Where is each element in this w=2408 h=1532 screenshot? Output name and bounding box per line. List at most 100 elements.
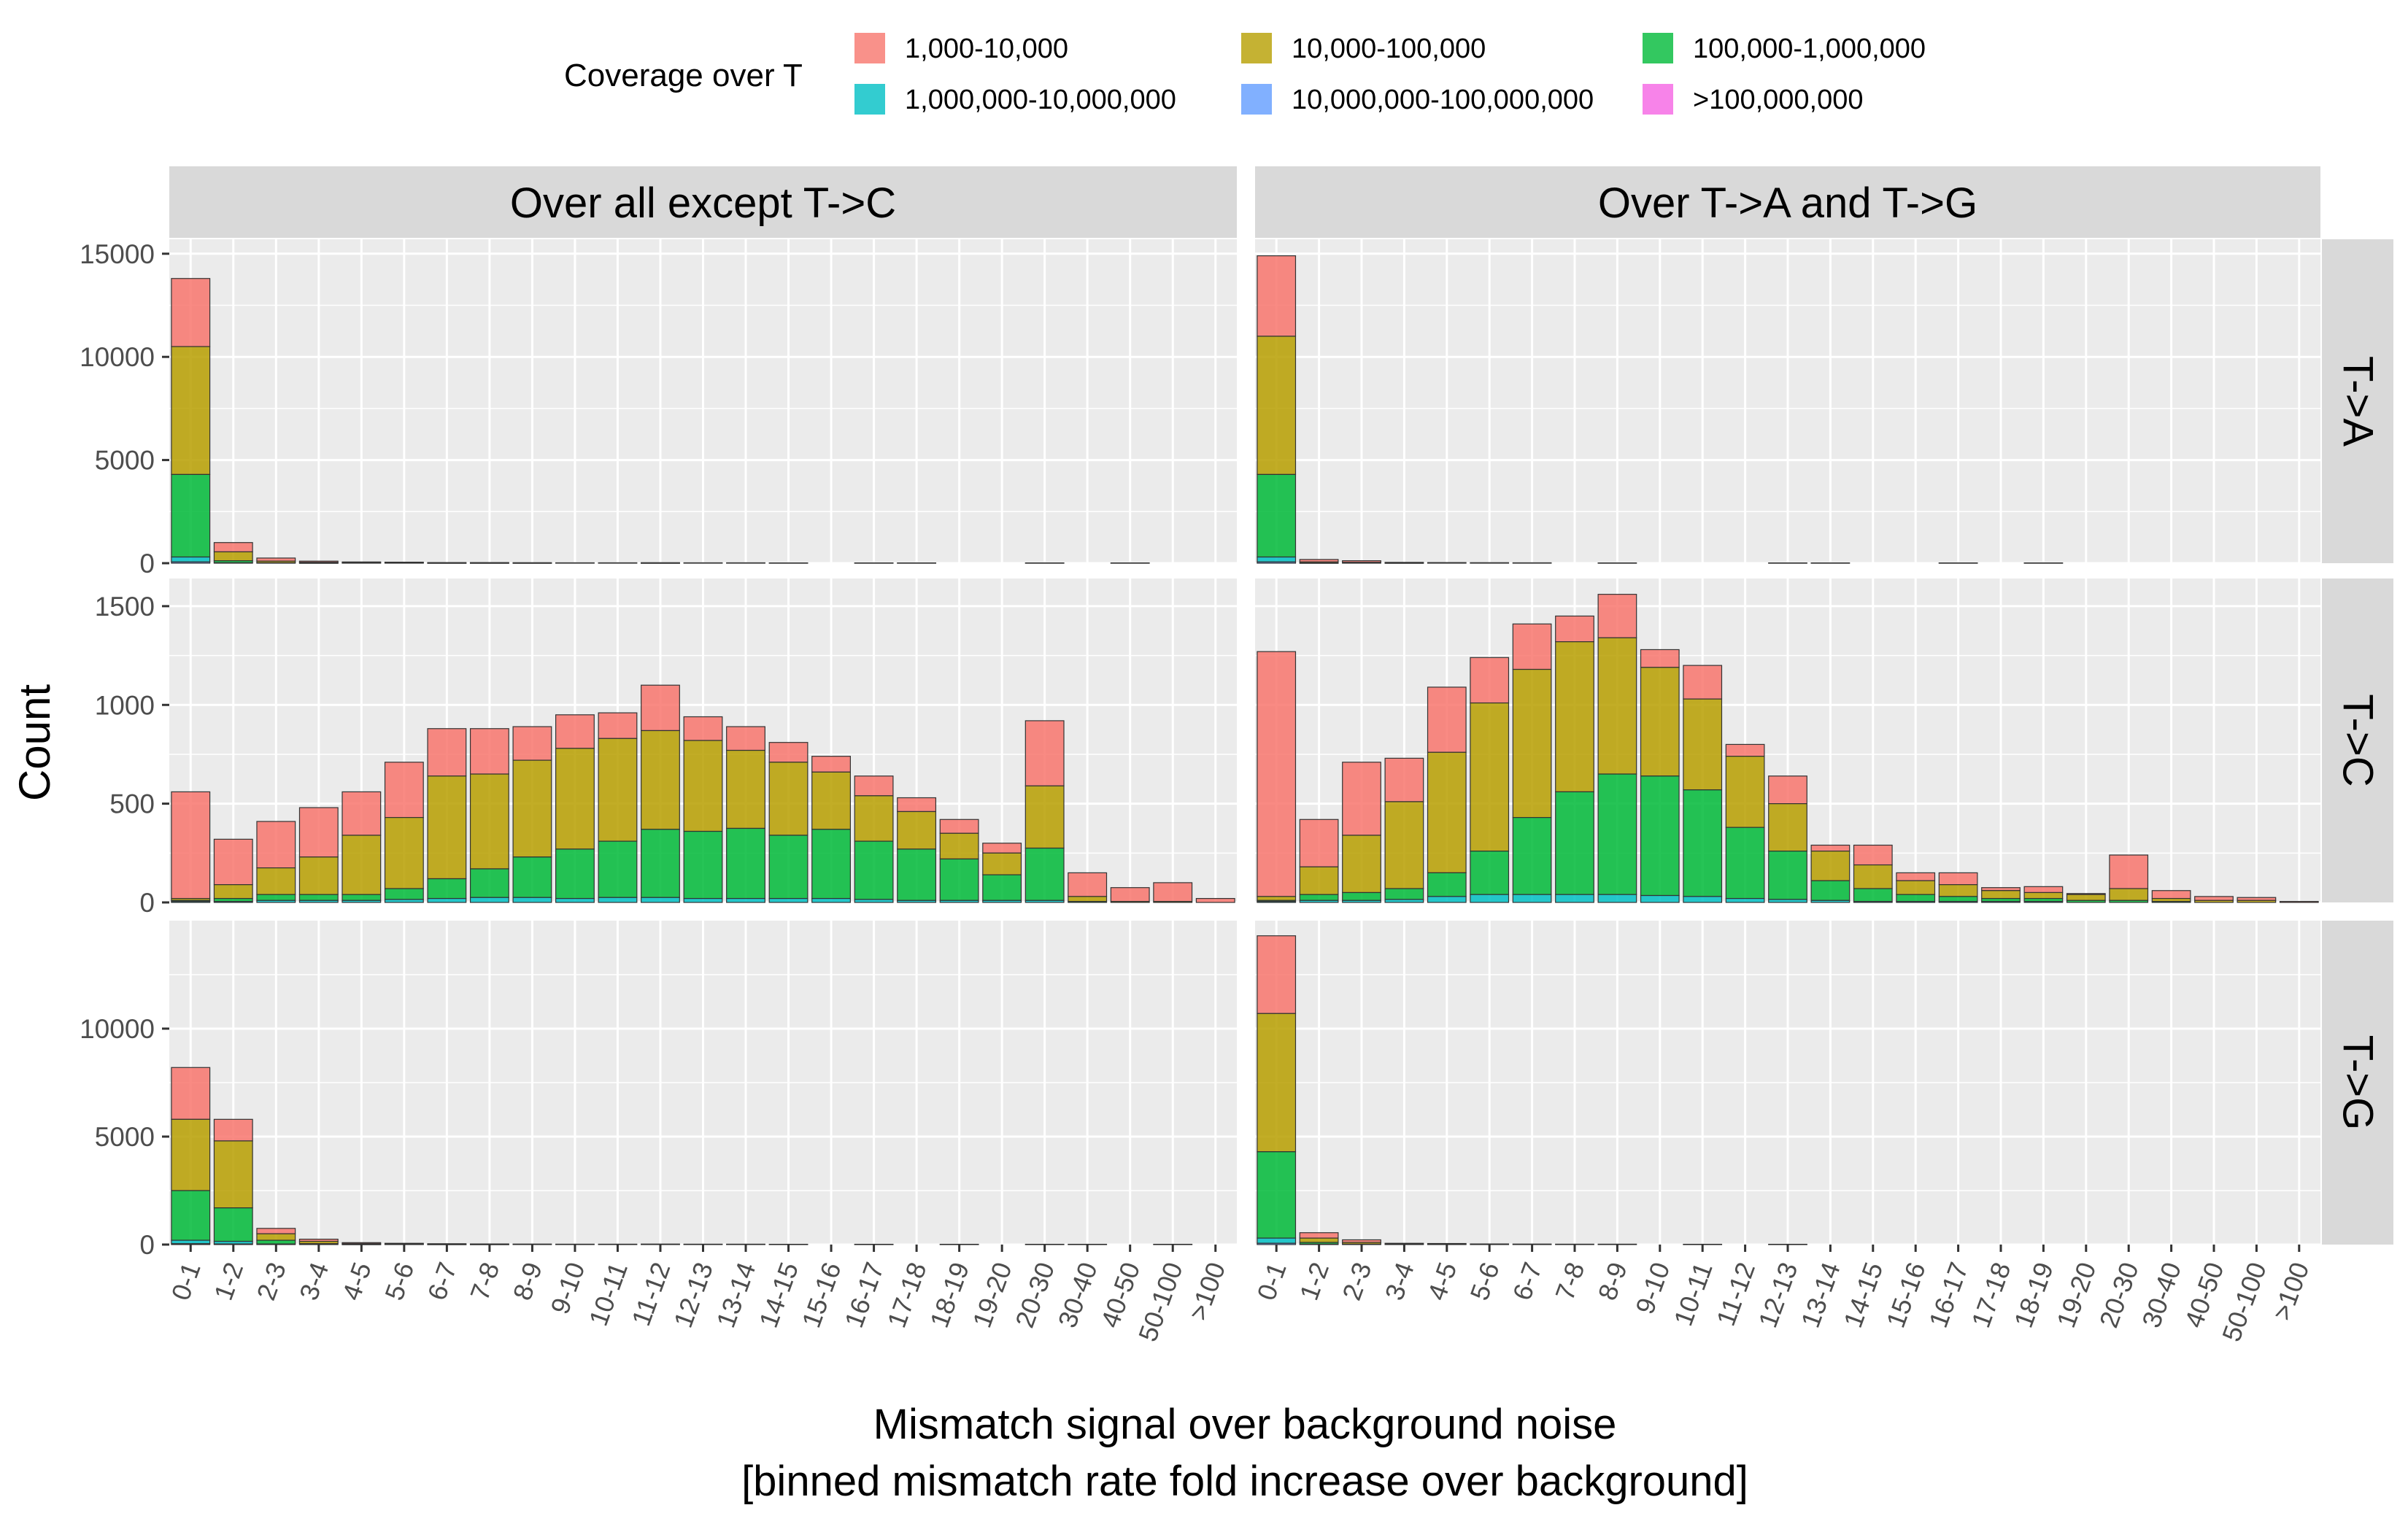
bar-segment (555, 562, 595, 564)
bar-segment (1257, 1013, 1297, 1153)
bar-segment (2109, 900, 2149, 903)
bar-segment (2151, 890, 2191, 900)
bar-segment (854, 775, 894, 797)
bar-segment (1110, 562, 1150, 564)
bar-segment (171, 278, 211, 347)
bar-segment (683, 740, 723, 832)
bar-segment (256, 1239, 296, 1245)
bar-segment (512, 856, 552, 898)
bar-segment (1299, 894, 1339, 901)
bar-segment (2151, 897, 2191, 902)
bar-segment (1342, 562, 1381, 564)
bar-segment (1725, 827, 1765, 900)
y-tick-label: 15000 (80, 239, 155, 269)
bar-segment (726, 827, 765, 900)
bar-segment (171, 1243, 211, 1245)
bar-segment (768, 562, 809, 564)
x-tick-label: 8-9 (507, 1258, 548, 1304)
bar-segment (1110, 887, 1150, 902)
bar-segment (598, 1243, 638, 1245)
bar-segment (427, 775, 467, 880)
bar-segment (939, 819, 979, 834)
bar-segment (171, 791, 211, 900)
bar-segment (683, 1243, 723, 1245)
bar-segment (1683, 789, 1723, 897)
bar-segment (384, 762, 424, 819)
bar-segment (1896, 894, 1936, 902)
bar-segment (171, 1190, 211, 1241)
bar-segment (1512, 1243, 1552, 1245)
facet-strip-column-label: Over all except T->C (510, 179, 896, 227)
bar-segment (1597, 562, 1637, 564)
bar-segment (1853, 864, 1893, 889)
bar-segment (2194, 900, 2234, 903)
bar-segment (897, 562, 937, 564)
bar-segment (427, 897, 467, 903)
bar-segment (1597, 637, 1637, 775)
bar-segment (1384, 801, 1424, 889)
legend-label: 100,000-1,000,000 (1693, 34, 1926, 64)
bar-segment (598, 738, 638, 842)
bar-segment (1299, 1232, 1339, 1239)
bar-segment (469, 897, 509, 903)
bar-segment (1470, 851, 1510, 895)
bar-segment (469, 562, 509, 564)
bar-segment (1470, 702, 1510, 852)
x-tick-label: 7-8 (1549, 1258, 1590, 1304)
legend: Coverage over T 1,000-10,000 10,000-100,0… (564, 31, 1926, 116)
bar-segment (256, 557, 296, 562)
bar-segment (1470, 657, 1510, 704)
bar-segment (298, 900, 339, 903)
bar-segment (384, 1243, 424, 1245)
bar-segment (298, 894, 339, 901)
bar-segment (1427, 896, 1467, 903)
bar-segment (256, 562, 296, 564)
legend-label: 10,000-100,000 (1292, 34, 1486, 64)
x-tick-label: 6-7 (422, 1258, 463, 1304)
legend-key (1240, 31, 1273, 65)
bar-segment (555, 897, 595, 903)
bar-segment (1810, 900, 1851, 903)
legend-title: Coverage over T (564, 58, 803, 93)
x-tick-label: 9-10 (544, 1258, 590, 1318)
bar-segment (1427, 751, 1467, 873)
bar-segment (1068, 872, 1108, 897)
bar-segment (1384, 757, 1424, 802)
y-tick-label: 5000 (95, 446, 155, 476)
x-tick-label: 3-4 (1379, 1258, 1420, 1304)
bar-segment (1981, 890, 2021, 900)
bar-segment (171, 1239, 211, 1245)
bar-segment (854, 899, 894, 903)
bar-segment (1981, 897, 2021, 902)
bar-segment (1024, 847, 1065, 901)
bar-segment (1384, 899, 1424, 903)
bar-segment (1299, 1243, 1339, 1245)
bar-segment (1683, 698, 1723, 791)
bar-segment (982, 852, 1022, 875)
x-tick-label: 4-5 (1421, 1258, 1462, 1304)
bar-segment (1896, 872, 1936, 881)
bar-segment (298, 807, 339, 858)
bar-segment (1342, 900, 1381, 903)
bar-segment (854, 840, 894, 900)
bar-segment (256, 1228, 296, 1234)
bar-segment (982, 900, 1022, 903)
y-tick-label: 1000 (95, 690, 155, 720)
bar-segment (2109, 888, 2149, 901)
legend-key (1240, 82, 1273, 116)
bar-segment (341, 562, 382, 564)
facet-strip-row-label: T->G (2334, 1035, 2382, 1131)
bar-segment (768, 835, 809, 900)
bar-segment (939, 832, 979, 860)
bar-segment (854, 562, 894, 564)
bar-segment (1512, 816, 1552, 895)
bar-segment (213, 551, 253, 562)
bar-segment (1257, 935, 1297, 1014)
x-tick-label: 4-5 (336, 1258, 377, 1304)
x-tick-label: 0-1 (1251, 1258, 1292, 1304)
bar-segment (213, 542, 253, 553)
bar-segment (2109, 854, 2149, 889)
bar-segment (427, 728, 467, 777)
bar-segment (2237, 897, 2277, 901)
bar-segment (213, 838, 253, 886)
